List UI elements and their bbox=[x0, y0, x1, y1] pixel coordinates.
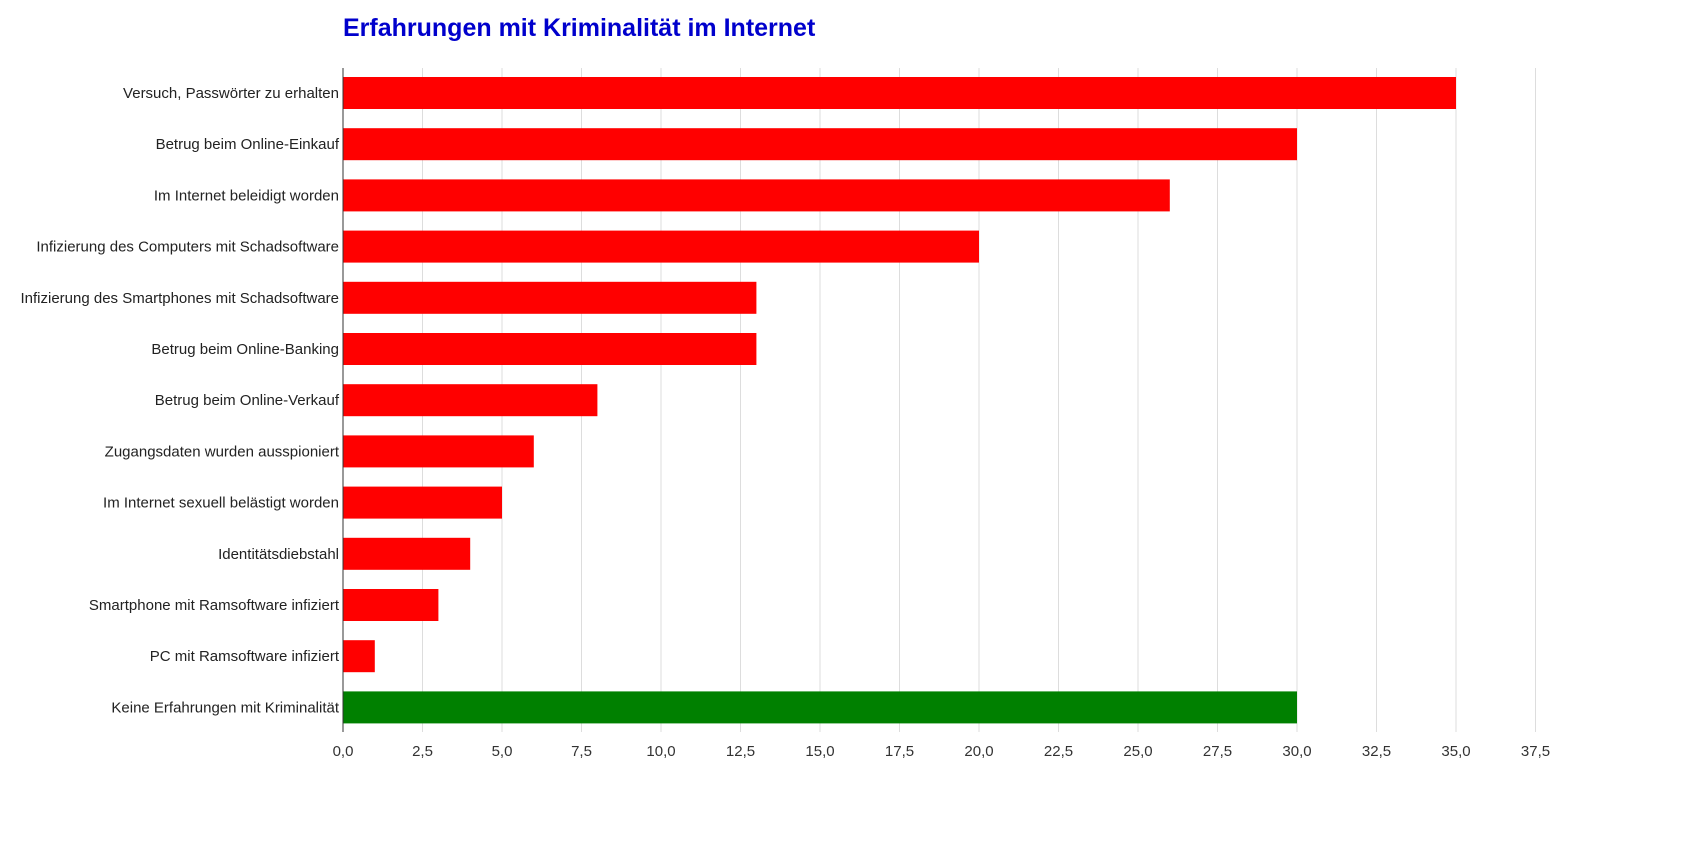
bar bbox=[343, 230, 979, 263]
chart-title: Erfahrungen mit Kriminalität im Internet bbox=[343, 14, 816, 42]
x-tick-label: 32,5 bbox=[1362, 743, 1391, 760]
bar bbox=[343, 435, 534, 468]
category-label: Zugangsdaten wurden ausspioniert bbox=[105, 443, 340, 460]
category-label: Betrug beim Online-Einkauf bbox=[156, 136, 340, 153]
category-label: Betrug beim Online-Banking bbox=[151, 341, 339, 358]
category-label: Identitätsdiebstahl bbox=[218, 546, 339, 563]
bar bbox=[343, 179, 1170, 212]
x-tick-label: 15,0 bbox=[805, 743, 834, 760]
bar bbox=[343, 281, 757, 314]
bar bbox=[343, 537, 471, 570]
bar bbox=[343, 384, 598, 417]
bar bbox=[343, 77, 1456, 109]
bar bbox=[343, 486, 502, 519]
category-label: Smartphone mit Ramsoftware infiziert bbox=[89, 597, 340, 614]
bar bbox=[343, 640, 375, 673]
category-label: Im Internet beleidigt worden bbox=[154, 187, 339, 204]
category-label: Infizierung des Smartphones mit Schadsof… bbox=[21, 290, 340, 307]
category-label: PC mit Ramsoftware infiziert bbox=[150, 648, 340, 665]
x-tick-label: 5,0 bbox=[492, 743, 513, 760]
x-tick-label: 22,5 bbox=[1044, 743, 1073, 760]
x-tick-label: 17,5 bbox=[885, 743, 914, 760]
category-label: Versuch, Passwörter zu erhalten bbox=[123, 85, 339, 102]
category-label: Keine Erfahrungen mit Kriminalität bbox=[111, 699, 339, 716]
x-tick-label: 35,0 bbox=[1441, 743, 1470, 760]
x-tick-label: 37,5 bbox=[1521, 743, 1550, 760]
x-tick-label: 0,0 bbox=[333, 743, 354, 760]
bar bbox=[343, 333, 757, 365]
bar bbox=[343, 589, 439, 621]
x-tick-label: 2,5 bbox=[412, 743, 433, 760]
x-tick-label: 27,5 bbox=[1203, 743, 1232, 760]
category-label: Infizierung des Computers mit Schadsoftw… bbox=[36, 239, 339, 256]
x-tick-label: 20,0 bbox=[964, 743, 993, 760]
bar bbox=[343, 691, 1297, 724]
category-label: Betrug beim Online-Verkauf bbox=[155, 392, 340, 409]
bar bbox=[343, 128, 1297, 161]
x-tick-label: 10,0 bbox=[646, 743, 675, 760]
x-tick-label: 12,5 bbox=[726, 743, 755, 760]
x-tick-label: 30,0 bbox=[1282, 743, 1311, 760]
category-label: Im Internet sexuell belästigt worden bbox=[103, 495, 339, 512]
x-tick-label: 25,0 bbox=[1123, 743, 1152, 760]
x-tick-label: 7,5 bbox=[571, 743, 592, 760]
